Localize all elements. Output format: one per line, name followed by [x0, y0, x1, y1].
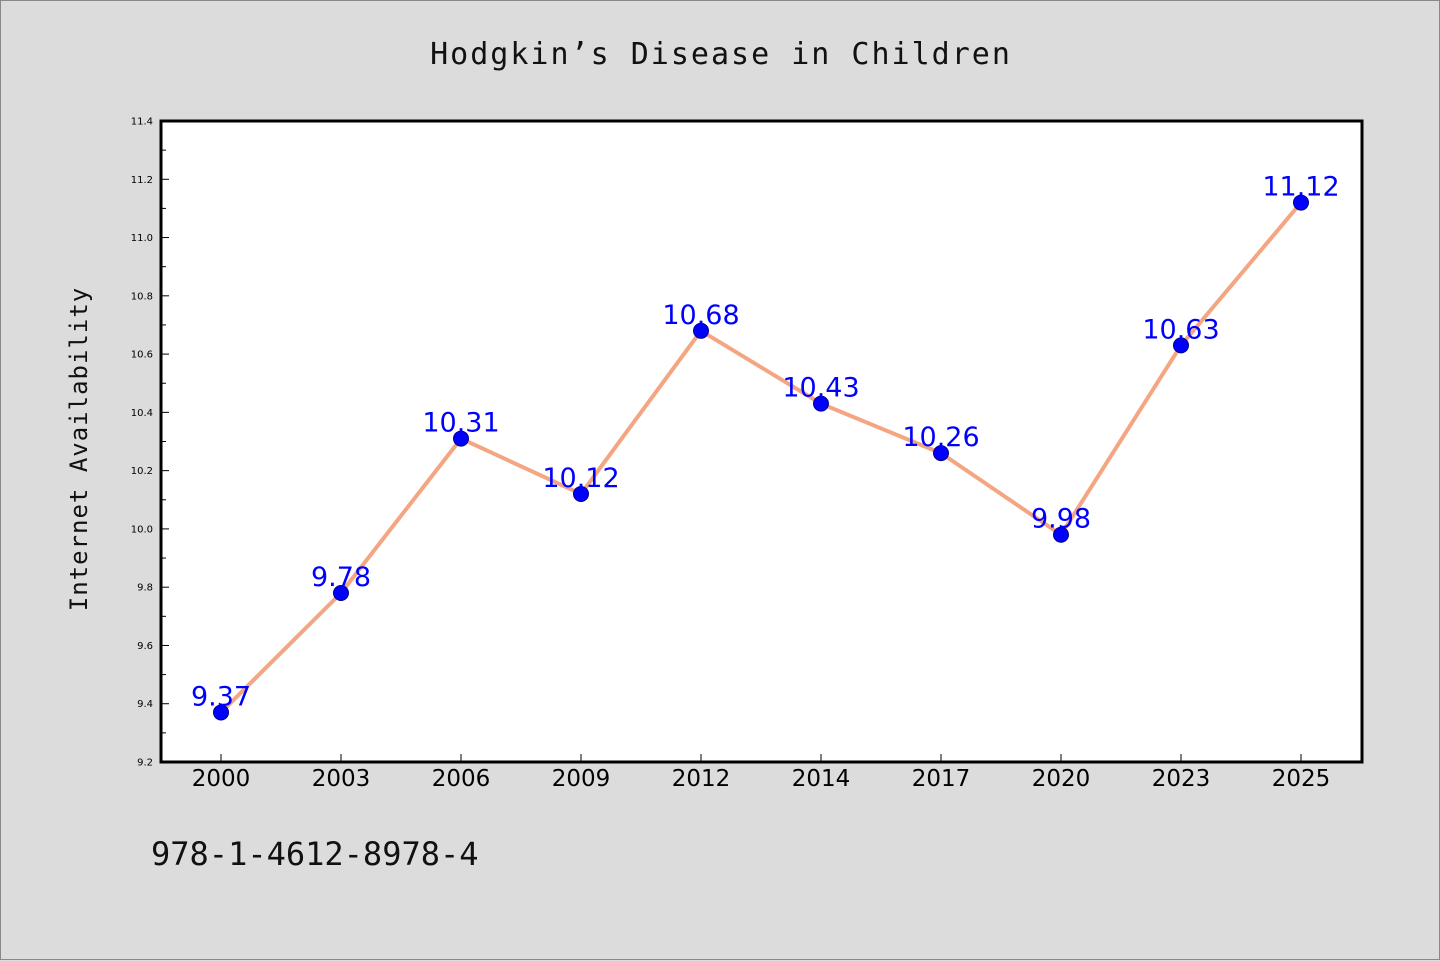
data-label: 9.98	[1031, 504, 1091, 535]
data-point	[1293, 194, 1309, 211]
y-tick-label: 10.4	[131, 408, 153, 419]
x-tick-label: 2014	[792, 766, 851, 792]
y-tick-label: 9.4	[137, 699, 153, 710]
data-point	[693, 322, 709, 339]
y-tick-label: 11.4	[131, 117, 153, 128]
data-label: 10.43	[782, 373, 859, 404]
x-tick-label: 2009	[552, 766, 611, 792]
y-tick-label: 11.2	[131, 175, 153, 186]
data-label: 9.78	[311, 562, 371, 593]
data-label: 10.63	[1142, 314, 1219, 345]
y-tick-label: 10.6	[131, 350, 153, 361]
chart-title: Hodgkin’s Disease in Children	[430, 37, 1012, 72]
data-point	[933, 445, 949, 462]
x-tick-label: 2006	[432, 766, 491, 792]
y-tick-label: 10.2	[131, 466, 153, 477]
data-label: 10.68	[662, 300, 739, 331]
data-label: 11.12	[1262, 172, 1339, 203]
data-point	[1053, 526, 1069, 543]
y-tick-label: 9.6	[137, 641, 153, 652]
data-point	[213, 704, 229, 721]
data-label: 10.26	[902, 422, 979, 453]
x-tick-label: 2025	[1272, 766, 1331, 792]
data-point	[453, 430, 469, 447]
y-tick-label: 10.8	[131, 291, 153, 302]
y-tick-label: 9.2	[137, 758, 153, 769]
y-tick-label: 11.0	[131, 233, 153, 244]
data-point	[573, 485, 589, 502]
y-tick-label: 10.0	[131, 524, 153, 535]
x-tick-label: 2003	[312, 766, 371, 792]
x-tick-label: 2012	[672, 766, 731, 792]
x-tick-label: 2020	[1032, 766, 1091, 792]
data-label: 10.12	[542, 463, 619, 494]
series-line	[219, 200, 1303, 715]
x-tick-label: 2017	[912, 766, 971, 792]
y-tick-label: 9.8	[137, 583, 153, 594]
data-label: 9.37	[191, 681, 251, 712]
x-tick-label: 2023	[1152, 766, 1211, 792]
x-tick-label: 2000	[192, 766, 251, 792]
plot-area	[159, 119, 1364, 764]
isbn-code: 978-1-4612-8978-4	[151, 835, 479, 873]
data-point	[1173, 337, 1189, 354]
data-label: 10.31	[422, 408, 499, 439]
data-point	[813, 395, 829, 412]
data-point	[333, 585, 349, 602]
